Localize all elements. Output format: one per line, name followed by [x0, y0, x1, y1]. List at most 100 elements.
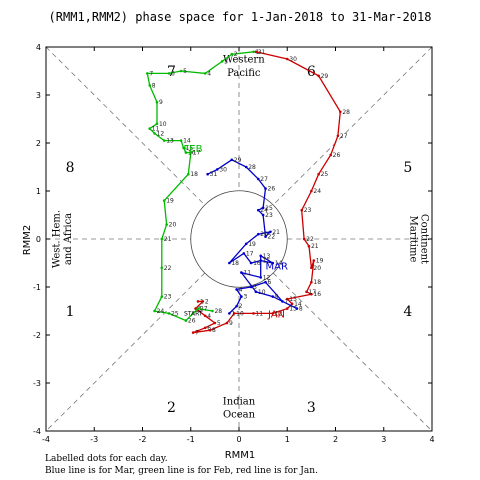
day-label: 12 [275, 310, 283, 317]
x-tick-label: 1 [285, 435, 290, 444]
day-point [259, 259, 263, 262]
day-label: 5 [253, 284, 257, 291]
day-point [232, 312, 236, 315]
day-point [203, 326, 207, 330]
day-label: 7 [284, 298, 288, 305]
day-label: 29 [234, 157, 242, 164]
day-point [252, 50, 255, 54]
month-label-mar: MAR [266, 261, 288, 272]
phase-label-4: 4 [403, 304, 412, 320]
day-point [285, 307, 289, 310]
day-point [257, 208, 260, 212]
day-point [165, 223, 168, 226]
day-label: 22 [306, 236, 314, 243]
day-label: 2 [239, 303, 243, 310]
day-label: 3 [243, 294, 247, 301]
day-point [336, 134, 340, 138]
day-label: 21 [164, 236, 172, 243]
day-label: 18 [231, 260, 239, 267]
day-point [203, 72, 207, 75]
x-tick-label: -4 [42, 435, 50, 444]
day-label: 16 [253, 260, 261, 267]
day-point [244, 242, 248, 246]
day-point [167, 312, 171, 315]
region-top-line-2: Pacific [227, 68, 261, 79]
day-label: 29 [321, 73, 329, 80]
day-label: 14 [183, 138, 191, 145]
day-label: 30 [219, 166, 227, 173]
y-tick-label: 3 [36, 91, 41, 100]
day-label: 4 [207, 313, 211, 320]
day-label: 10 [236, 310, 244, 317]
day-label: 17 [246, 250, 254, 257]
day-label: 15 [289, 296, 297, 303]
day-point [215, 168, 219, 171]
phase-label-8: 8 [66, 160, 75, 176]
day-label: 28 [248, 164, 256, 171]
day-label: 10 [159, 121, 167, 128]
day-point [208, 328, 212, 332]
y-tick-label: 0 [36, 235, 41, 244]
ne-diagonal-guide [272, 46, 433, 206]
day-label: 9 [229, 320, 233, 327]
day-point [184, 151, 188, 154]
y-tick-label: -2 [33, 331, 41, 340]
day-label: 18 [313, 279, 321, 286]
day-point [310, 280, 313, 284]
day-label: 23 [304, 207, 312, 214]
day-point [257, 177, 260, 181]
day-point [285, 57, 289, 61]
day-label: 15 [263, 258, 271, 265]
day-label: 16 [313, 291, 321, 298]
day-point [295, 307, 299, 310]
day-label: 6 [171, 70, 175, 77]
day-label: 6 [268, 279, 272, 286]
day-label: 31 [210, 171, 218, 178]
chart-title: (RMM1,RMM2) phase space for 1-Jan-2018 t… [49, 10, 432, 24]
day-point [300, 208, 304, 212]
day-label: 19 [316, 258, 324, 265]
day-point [249, 285, 253, 289]
x-axis-label: RMM1 [225, 450, 256, 461]
region-bottom-line-2: Ocean [223, 410, 256, 421]
day-label: 23 [164, 294, 172, 301]
phase-label-2: 2 [167, 400, 176, 416]
day-label: 17 [309, 289, 317, 296]
region-left-line-1: West. Hem. [52, 210, 63, 268]
day-label: 5 [217, 320, 221, 327]
day-label: 13 [263, 253, 271, 260]
day-point [146, 72, 149, 75]
day-label: 24 [157, 308, 165, 315]
day-point [271, 261, 275, 265]
day-point [213, 321, 217, 325]
day-point [257, 232, 260, 236]
day-point [225, 321, 229, 325]
day-label: 3 [224, 58, 228, 65]
day-point [252, 312, 255, 315]
day-point [285, 297, 289, 301]
day-label: 4 [207, 70, 211, 77]
day-label: 11 [255, 310, 263, 317]
y-axis-label: RMM2 [22, 225, 33, 256]
day-label: 30 [289, 56, 297, 63]
y-tick-label: -1 [33, 283, 41, 292]
day-point [329, 153, 332, 157]
day-label: 19 [166, 198, 174, 205]
series-line-feb [146, 51, 254, 322]
region-right-line-1: Maritime [407, 216, 418, 263]
phase-label-1: 1 [66, 304, 75, 320]
day-point [203, 314, 207, 318]
region-bottom-line-1: Indian [223, 397, 256, 408]
phase-label-5: 5 [403, 160, 412, 176]
day-point [189, 151, 193, 154]
monthly-trajectories: 1234567891011121314151617181920212223242… [146, 49, 350, 337]
day-point [230, 158, 234, 162]
day-label: 15 [186, 145, 194, 152]
day-point [228, 312, 231, 315]
day-point [264, 280, 267, 284]
day-label: 21 [311, 243, 319, 250]
day-point [184, 319, 188, 322]
day-point [264, 235, 267, 238]
day-label: 14 [294, 301, 302, 308]
x-tick-label: 0 [236, 435, 241, 444]
